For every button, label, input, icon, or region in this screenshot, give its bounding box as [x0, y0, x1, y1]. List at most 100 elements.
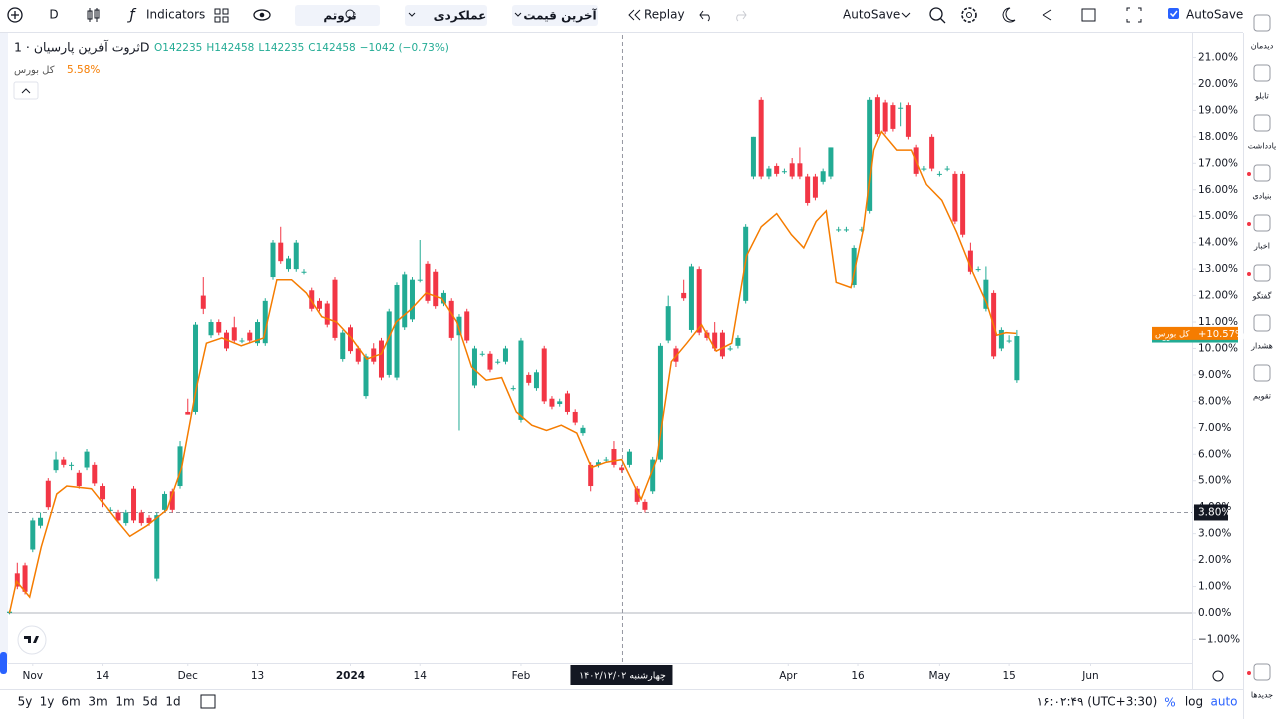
- range-button[interactable]: 1d: [165, 695, 180, 709]
- snapshot-icon[interactable]: [1081, 8, 1096, 22]
- sidebar-label[interactable]: دیدمان: [1251, 42, 1274, 51]
- range-button[interactable]: 1m: [115, 695, 134, 709]
- sidebar-label[interactable]: هشدار: [1250, 342, 1273, 351]
- candle-body: [828, 147, 834, 177]
- candle-body: [417, 279, 423, 281]
- autosave-caret: [901, 12, 911, 18]
- template-text[interactable]: عملکردی: [434, 9, 487, 23]
- chart-type-icon[interactable]: [87, 8, 100, 22]
- axis-settings-icon[interactable]: [1212, 670, 1224, 682]
- autosave-check-label[interactable]: AutoSave: [1186, 8, 1243, 22]
- sidebar-label[interactable]: یادداشت: [1248, 142, 1277, 151]
- range-button[interactable]: 5y: [18, 695, 33, 709]
- sidebar-icon[interactable]: [1253, 364, 1271, 382]
- y-tick-label: 5.00%: [1198, 475, 1231, 487]
- share-icon[interactable]: [1042, 9, 1052, 21]
- sidebar-label[interactable]: اخبار: [1253, 242, 1270, 251]
- sidebar-icon[interactable]: [1253, 64, 1271, 82]
- range-button[interactable]: 5d: [142, 695, 157, 709]
- candle-body: [495, 361, 501, 363]
- y-tick-label: 17.00%: [1198, 157, 1238, 169]
- sidebar-label[interactable]: جدیدها: [1251, 691, 1273, 700]
- candle-body: [797, 163, 803, 177]
- collapse-legend[interactable]: [13, 81, 39, 100]
- candle-body: [309, 290, 315, 309]
- y-tick-label: 13.00%: [1198, 263, 1238, 275]
- candle-body: [712, 332, 718, 349]
- candle-body: [270, 242, 276, 278]
- add-symbol-icon[interactable]: [7, 7, 23, 23]
- header-value: H142458: [206, 42, 254, 54]
- x-tick-label: Apr: [779, 670, 798, 682]
- sidebar-label[interactable]: تقویم: [1253, 392, 1271, 401]
- candle-body: [960, 173, 966, 235]
- sidebar-label[interactable]: گفتگو: [1252, 291, 1272, 301]
- y-tick-label: 18.00%: [1198, 131, 1238, 143]
- sidebar-icon[interactable]: [1253, 314, 1271, 332]
- last-value-name: کل بورس: [1155, 329, 1190, 339]
- redo-icon[interactable]: [736, 10, 747, 22]
- candle-body: [30, 520, 36, 550]
- y-tick-label: 21.00%: [1198, 51, 1238, 63]
- candle-body: [533, 372, 539, 389]
- crosshair-x-box: [570, 665, 673, 685]
- visibility-icon[interactable]: [253, 9, 271, 21]
- sidebar-icon[interactable]: [1253, 114, 1271, 132]
- search-icon: [345, 9, 355, 19]
- fullscreen-icon[interactable]: [1126, 7, 1142, 23]
- replay-icon[interactable]: [628, 9, 641, 21]
- y-tick-label: 2.00%: [1198, 554, 1231, 566]
- sidebar-icon[interactable]: [1253, 164, 1271, 182]
- candle-body: [440, 292, 446, 304]
- sidebar-icon[interactable]: [1253, 663, 1271, 681]
- settings-icon[interactable]: [961, 7, 977, 23]
- y-tick-label: 9.00%: [1198, 369, 1231, 381]
- x-tick-label: 14: [96, 670, 110, 682]
- left-toggle[interactable]: [0, 652, 7, 674]
- candle-body: [487, 353, 493, 370]
- sidebar-label[interactable]: تابلو: [1254, 92, 1269, 101]
- sidebar-icon[interactable]: [1253, 14, 1271, 32]
- auto-toggle[interactable]: auto: [1210, 695, 1237, 709]
- layouts-icon[interactable]: [214, 8, 229, 23]
- candle-body: [905, 105, 911, 137]
- log-toggle[interactable]: log: [1185, 695, 1203, 709]
- percent-toggle[interactable]: %: [1164, 696, 1175, 710]
- undo-icon[interactable]: [699, 10, 710, 22]
- range-button[interactable]: 1y: [40, 695, 55, 709]
- sidebar-icon[interactable]: [1253, 214, 1271, 232]
- crosshair-y-box: [1194, 504, 1228, 521]
- indicators-icon[interactable]: ƒ: [126, 6, 136, 24]
- symbol-search-box[interactable]: [295, 5, 380, 26]
- price-type-box[interactable]: [512, 5, 598, 26]
- toolbar: D ƒ Indicators ثروتم عملکردی آخرین قیمت …: [0, 5, 1243, 33]
- candle-body: [859, 229, 865, 231]
- interval-button[interactable]: D: [49, 8, 58, 22]
- template-box[interactable]: [405, 5, 487, 26]
- sidebar-icon[interactable]: [1253, 264, 1271, 282]
- candle-body: [332, 279, 338, 338]
- candle-body: [650, 459, 656, 492]
- x-tick-label: Jun: [1081, 670, 1098, 682]
- price-type-text[interactable]: آخرین قیمت: [523, 8, 597, 23]
- autosave-checkbox[interactable]: [1168, 8, 1179, 19]
- candle-body: [789, 163, 795, 177]
- x-tick-label: 16: [851, 670, 865, 682]
- candle-body: [603, 459, 609, 461]
- autosave-menu[interactable]: AutoSave: [843, 8, 900, 22]
- sidebar-label[interactable]: بنیادی: [1252, 192, 1271, 201]
- candle-body: [572, 411, 578, 423]
- replay-button[interactable]: Replay: [644, 8, 685, 22]
- range-button[interactable]: 3m: [88, 695, 107, 709]
- symbol-search-text[interactable]: ثروتم: [323, 9, 356, 24]
- theme-icon[interactable]: [1002, 7, 1016, 23]
- candle-body: [239, 340, 245, 342]
- price-type-caret: [514, 12, 522, 17]
- quick-search-handle: [939, 17, 946, 24]
- goto-date-icon[interactable]: [200, 694, 216, 709]
- candle-body: [936, 173, 942, 175]
- quick-search-icon[interactable]: [929, 7, 943, 21]
- range-button[interactable]: 6m: [61, 695, 80, 709]
- indicators-button[interactable]: Indicators: [146, 8, 205, 22]
- candle-body: [293, 242, 299, 270]
